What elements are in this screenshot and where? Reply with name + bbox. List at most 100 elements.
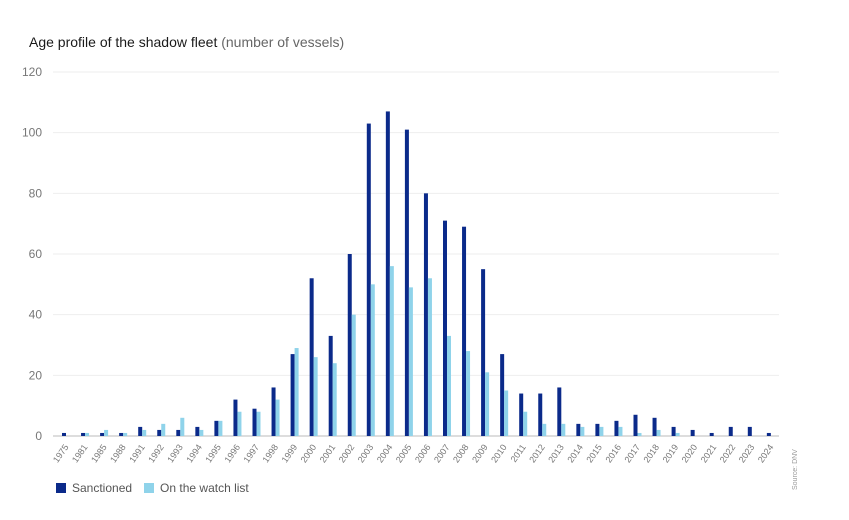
chart-title-subtitle: (number of vessels) [221,34,345,50]
chart-legend: Sanctioned On the watch list [56,481,261,495]
y-tick-label: 40 [29,308,43,322]
chart-title: Age profile of the shadow fleet (number … [29,34,344,50]
bar-sanctioned-2004 [385,111,390,436]
bar-watch-2007 [447,335,451,436]
x-tick-label: 2007 [432,442,452,464]
x-tick-label: 2014 [565,442,585,464]
bar-sanctioned-2008 [462,226,467,436]
y-tick-label: 100 [22,126,42,140]
bar-sanctioned-2000 [309,278,314,436]
bar-sanctioned-2003 [366,123,371,437]
x-tick-label: 2024 [756,442,776,464]
bar-watch-2008 [466,351,471,436]
bar-sanctioned-1994 [195,426,200,436]
bar-sanctioned-2013 [557,387,562,436]
bar-sanctioned-2017 [633,414,638,436]
y-tick-label: 0 [35,429,42,443]
x-tick-label: 1975 [51,442,71,464]
chart-title-main: Age profile of the shadow fleet [29,34,218,50]
bar-sanctioned-2023 [747,426,752,436]
legend-swatch-watch [144,483,155,493]
bar-sanctioned-1996 [233,399,238,436]
bar-watch-1981 [85,432,90,436]
bar-watch-2019 [675,432,680,436]
bar-watch-2009 [485,372,490,436]
x-tick-label: 2009 [470,442,490,464]
bar-sanctioned-2016 [614,420,619,436]
bar-watch-2016 [618,426,623,436]
x-tick-label: 2015 [584,442,604,464]
x-tick-label: 1992 [146,442,166,464]
y-tick-label: 20 [29,368,43,382]
x-tick-label: 2004 [375,442,395,464]
bar-watch-2000 [313,357,318,436]
bar-sanctioned-1975 [62,432,66,436]
bar-sanctioned-2011 [519,393,524,436]
x-tick-label: 2016 [603,442,623,464]
bar-sanctioned-2022 [728,426,733,436]
bar-sanctioned-2019 [671,426,676,436]
bar-watch-1993 [180,417,185,436]
x-tick-label: 2023 [737,442,757,464]
bar-watch-1992 [161,423,166,436]
y-tick-label: 80 [29,186,43,200]
bar-watch-1995 [218,420,223,436]
bar-watch-2006 [427,278,432,436]
x-tick-label: 1994 [184,442,204,464]
bar-watch-1991 [142,429,147,436]
x-tick-label: 1993 [165,442,185,464]
bar-watch-2017 [637,432,642,436]
bar-watch-2001 [332,363,337,436]
bar-watch-1994 [199,429,204,436]
bar-sanctioned-1997 [252,408,257,436]
bar-watch-2005 [408,287,413,436]
x-tick-label: 1998 [261,442,281,464]
bar-watch-1985 [104,429,109,436]
x-tick-label: 2010 [489,442,509,464]
bar-sanctioned-2015 [595,423,600,436]
bar-watch-2011 [523,411,528,436]
bar-sanctioned-2007 [443,220,447,436]
y-tick-label: 120 [22,65,42,79]
bar-sanctioned-2024 [766,432,771,436]
x-tick-label: 1996 [222,442,242,464]
x-tick-label: 2021 [699,442,719,464]
bar-watch-2018 [656,429,661,436]
source-note: Source: DNV [792,449,799,490]
x-tick-label: 1985 [89,442,109,464]
y-tick-label: 60 [29,247,43,261]
x-tick-label: 2019 [661,442,681,464]
x-tick-label: 2001 [318,442,338,464]
x-tick-label: 1988 [108,442,128,464]
bar-watch-2004 [389,266,394,436]
x-tick-label: 2003 [356,442,376,464]
bar-sanctioned-2001 [328,335,333,436]
legend-label-sanctioned: Sanctioned [72,481,133,495]
x-tick-label: 1995 [203,442,223,464]
bar-sanctioned-1981 [81,432,86,436]
legend-swatch-sanctioned [56,483,66,493]
x-tick-label: 1997 [241,442,261,464]
x-tick-label: 2020 [680,442,700,464]
legend-item-sanctioned: Sanctioned [56,481,132,495]
bar-watch-1999 [294,348,299,436]
x-tick-label: 1991 [127,442,147,464]
bar-sanctioned-2018 [652,417,657,436]
x-tick-label: 2017 [622,442,642,464]
x-tick-label: 2013 [546,442,566,464]
bar-sanctioned-2005 [404,129,409,436]
bar-sanctioned-1999 [290,354,295,436]
bar-watch-1998 [275,399,280,436]
bar-sanctioned-1985 [100,432,105,436]
bar-watch-1996 [237,411,242,436]
x-tick-label: 2002 [337,442,357,464]
x-tick-label: 2005 [394,442,414,464]
bar-watch-1988 [123,432,128,436]
x-tick-label: 2011 [509,442,528,464]
x-tick-label: 2018 [642,442,662,464]
bar-watch-2013 [561,423,566,436]
bar-sanctioned-2009 [481,269,486,436]
x-tick-label: 1999 [280,442,300,464]
legend-label-watch: On the watch list [160,481,249,495]
